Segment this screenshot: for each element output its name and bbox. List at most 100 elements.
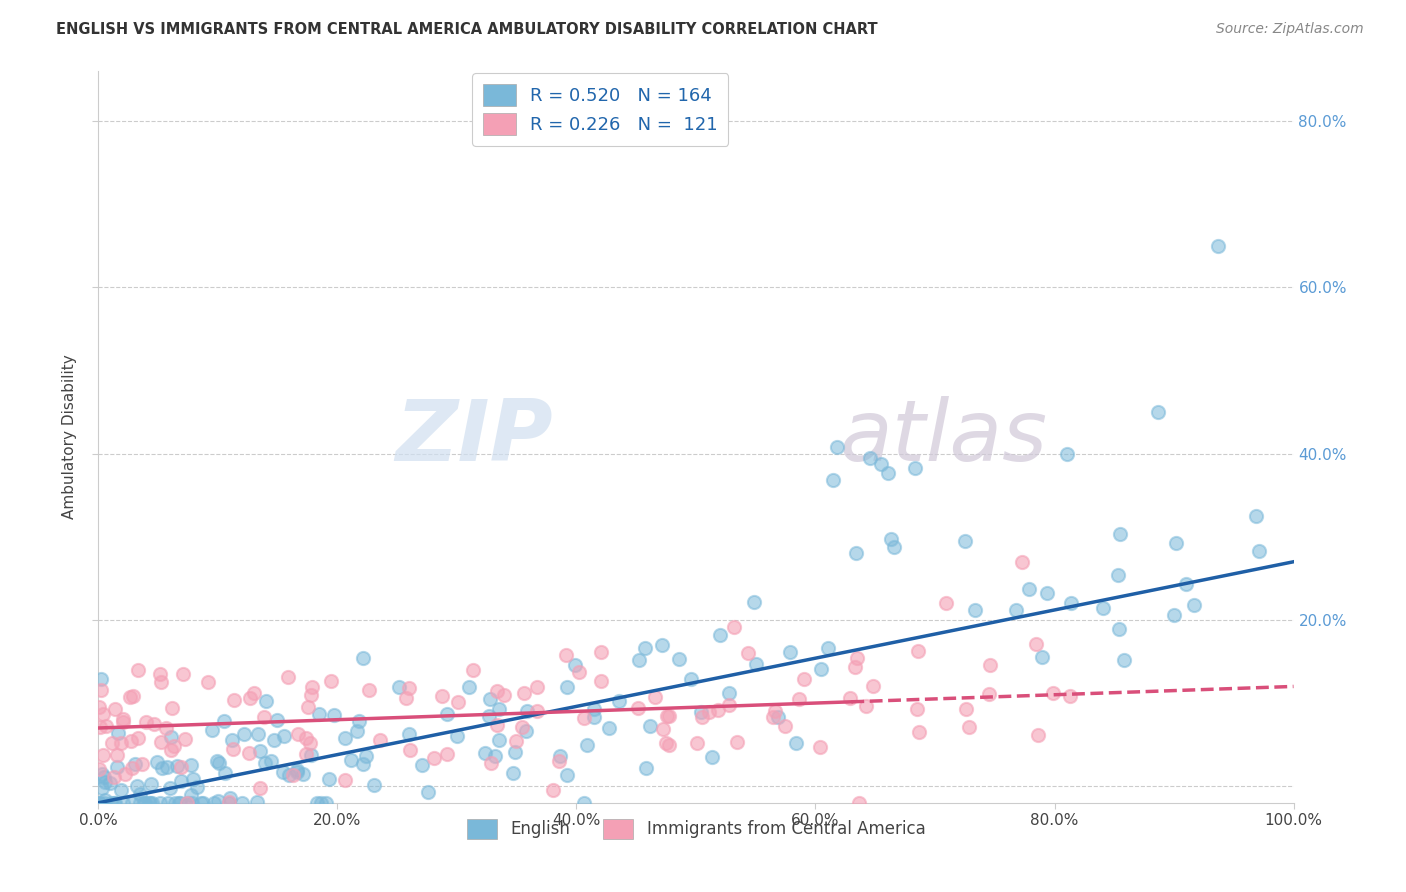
Point bbox=[169, 773, 191, 788]
Point bbox=[149, 667, 172, 681]
Point bbox=[1249, 544, 1271, 558]
Point bbox=[1056, 447, 1078, 461]
Point bbox=[510, 720, 533, 734]
Point bbox=[817, 640, 839, 655]
Point bbox=[652, 722, 675, 736]
Point bbox=[246, 795, 269, 809]
Point bbox=[131, 757, 153, 772]
Point bbox=[554, 648, 576, 663]
Point bbox=[436, 747, 458, 762]
Point bbox=[218, 795, 240, 809]
Point bbox=[668, 652, 690, 666]
Point bbox=[181, 796, 204, 810]
Point bbox=[1036, 586, 1059, 600]
Point bbox=[162, 701, 184, 715]
Point bbox=[134, 796, 156, 810]
Point bbox=[323, 708, 346, 723]
Point bbox=[100, 736, 122, 750]
Point bbox=[103, 770, 125, 784]
Point bbox=[87, 699, 110, 714]
Point bbox=[1166, 535, 1188, 549]
Point bbox=[176, 796, 198, 810]
Point bbox=[127, 731, 149, 745]
Point bbox=[627, 653, 650, 667]
Point bbox=[105, 760, 128, 774]
Point bbox=[516, 704, 538, 718]
Point bbox=[591, 645, 613, 659]
Point bbox=[111, 712, 134, 726]
Point bbox=[91, 767, 114, 781]
Point bbox=[166, 759, 188, 773]
Point bbox=[297, 699, 319, 714]
Point bbox=[315, 796, 337, 810]
Point bbox=[1059, 689, 1081, 703]
Point bbox=[150, 761, 173, 775]
Point bbox=[526, 704, 548, 718]
Point bbox=[458, 680, 481, 694]
Point bbox=[492, 689, 515, 703]
Point bbox=[221, 733, 243, 747]
Point bbox=[128, 796, 150, 810]
Point bbox=[208, 756, 231, 770]
Point bbox=[90, 673, 112, 687]
Point bbox=[309, 796, 332, 810]
Point bbox=[207, 794, 229, 808]
Point bbox=[808, 740, 831, 755]
Point bbox=[486, 718, 509, 732]
Point bbox=[869, 458, 891, 472]
Point bbox=[93, 770, 115, 784]
Point bbox=[773, 719, 796, 733]
Point bbox=[169, 796, 191, 810]
Point bbox=[766, 710, 789, 724]
Point bbox=[308, 707, 330, 722]
Point bbox=[839, 691, 862, 706]
Point bbox=[271, 765, 294, 780]
Point bbox=[488, 701, 510, 715]
Point bbox=[548, 749, 571, 764]
Point bbox=[690, 705, 713, 719]
Point bbox=[347, 714, 370, 729]
Point bbox=[855, 698, 877, 713]
Point bbox=[266, 713, 288, 727]
Point bbox=[141, 796, 163, 810]
Point bbox=[163, 739, 186, 754]
Point bbox=[502, 766, 524, 780]
Point bbox=[547, 754, 569, 768]
Point bbox=[935, 596, 957, 610]
Point bbox=[461, 663, 484, 677]
Point bbox=[363, 778, 385, 792]
Point bbox=[165, 796, 187, 810]
Point bbox=[139, 796, 162, 810]
Point bbox=[169, 796, 191, 810]
Point bbox=[128, 787, 150, 801]
Point bbox=[742, 595, 765, 609]
Point bbox=[295, 731, 318, 745]
Point bbox=[1182, 598, 1205, 612]
Point bbox=[368, 733, 391, 747]
Point bbox=[447, 695, 470, 709]
Text: Source: ZipAtlas.com: Source: ZipAtlas.com bbox=[1216, 22, 1364, 37]
Point bbox=[249, 744, 271, 758]
Point bbox=[907, 643, 929, 657]
Point bbox=[718, 685, 741, 699]
Point bbox=[583, 709, 606, 723]
Point bbox=[94, 775, 117, 789]
Point bbox=[231, 796, 253, 810]
Point bbox=[793, 672, 815, 686]
Point bbox=[634, 640, 657, 655]
Point bbox=[181, 772, 204, 786]
Point bbox=[110, 782, 132, 797]
Point bbox=[1174, 577, 1197, 591]
Point bbox=[479, 691, 502, 706]
Point bbox=[120, 690, 142, 705]
Point bbox=[190, 796, 212, 810]
Point bbox=[880, 532, 903, 546]
Point bbox=[93, 796, 115, 810]
Point bbox=[709, 628, 731, 642]
Point bbox=[295, 747, 318, 761]
Point bbox=[591, 673, 613, 688]
Point bbox=[260, 755, 283, 769]
Point bbox=[135, 714, 157, 729]
Point bbox=[352, 757, 374, 772]
Point bbox=[957, 720, 980, 734]
